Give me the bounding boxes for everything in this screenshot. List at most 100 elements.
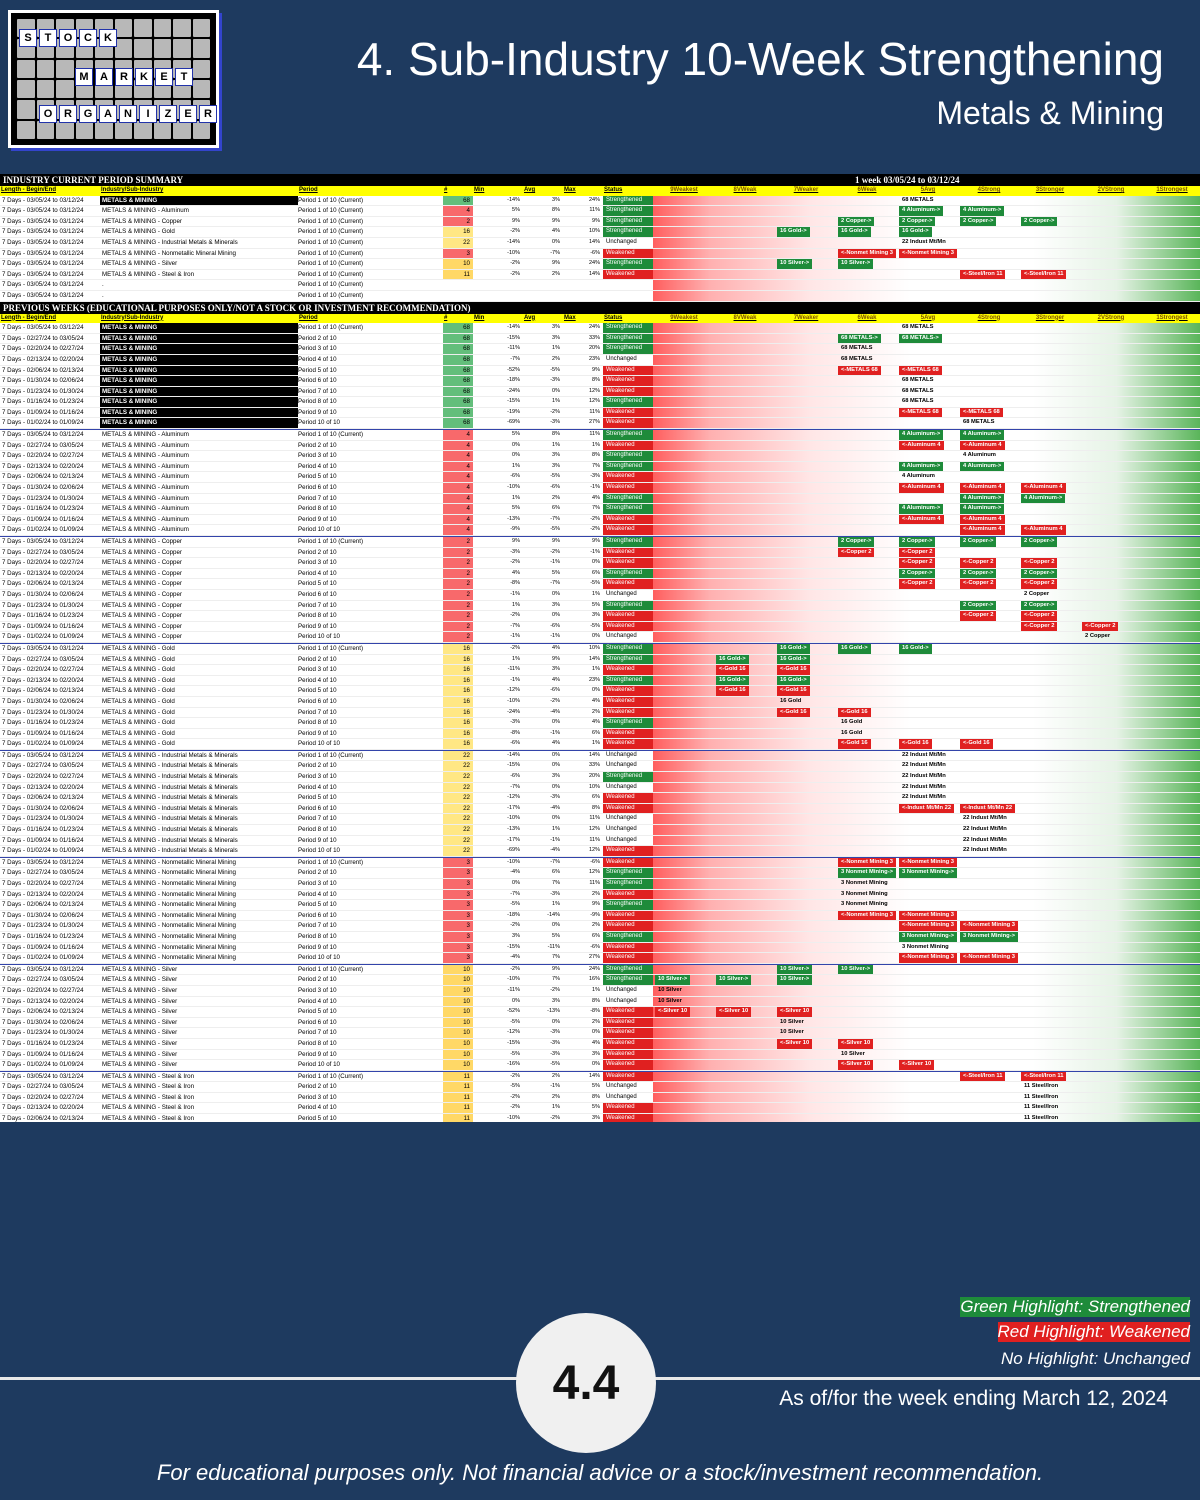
cell-length: 7 Days - 02/27/24 to 03/05/24 [2, 869, 84, 877]
grade-cell [1019, 366, 1080, 376]
table-row: 7 Days - 02/20/24 to 02/27/24 METALS & MI… [0, 1092, 1200, 1104]
cell-max: 12% [588, 387, 600, 394]
grade-cell: 22 Indust Mt/Mn [897, 783, 958, 793]
grade-cell [1019, 1007, 1080, 1017]
cell-period: Period 9 of 10 [298, 622, 337, 630]
grade-cell [653, 622, 714, 632]
cell-avg: 1% [552, 398, 560, 405]
grade-cell [1019, 376, 1080, 386]
cell-avg: 0% [552, 387, 560, 394]
cell-max: 6% [592, 729, 600, 736]
grade-cell [714, 751, 775, 761]
cell-avg: 3% [552, 773, 560, 780]
cell-status: Strengthened [603, 879, 653, 889]
logo-letter: R [59, 105, 77, 123]
table-row: 7 Days - 02/13/24 to 02/20/24 METALS & MI… [0, 568, 1200, 580]
cell-status: Weakened [603, 857, 653, 868]
cell-industry: METALS & MINING - Nonmetallic Mineral Mi… [102, 922, 236, 930]
cell-max: 5% [592, 1104, 600, 1111]
cell-status: Unchanged [603, 237, 653, 248]
cell-min: -2% [510, 644, 520, 651]
grade-cell [958, 1103, 1019, 1113]
grade-cell: 4 Aluminum-> [897, 206, 958, 216]
grade-cell [714, 846, 775, 856]
cell-length: 7 Days - 02/06/24 to 02/13/24 [2, 366, 84, 374]
cell-max: -6% [590, 943, 600, 950]
table-row: 7 Days - 01/02/24 to 01/09/24 METALS & MI… [0, 846, 1200, 857]
grade-cell [958, 665, 1019, 675]
cell-status: Unchanged [603, 750, 653, 761]
grade-label: 16 Gold-> [777, 675, 810, 686]
grade-cell [958, 344, 1019, 354]
cell-avg: 0% [552, 238, 560, 245]
cell-max: 14% [588, 751, 600, 758]
logo-tile [17, 100, 35, 119]
cell-max: -5% [590, 580, 600, 587]
cell-max: 3% [592, 612, 600, 619]
grade-cell [775, 291, 836, 301]
cell-period: Period 9 of 10 [298, 943, 337, 951]
grade-cell [653, 665, 714, 675]
grade-cell [1080, 494, 1141, 504]
grade-cell [775, 548, 836, 558]
cell-min: -10% [507, 1115, 520, 1122]
grade-cell [836, 515, 897, 525]
cell-length: 7 Days - 01/02/24 to 01/09/24 [2, 526, 84, 534]
table-row: 7 Days - 03/05/24 to 03/12/24 METALS & MI… [0, 537, 1200, 548]
cell-max: -2% [590, 526, 600, 533]
grade-cell [714, 911, 775, 921]
grade-cell [714, 1028, 775, 1038]
grade-cell [714, 1103, 775, 1113]
cell-status: Weakened [603, 707, 653, 718]
grade-cell [836, 1103, 897, 1113]
cell-status: Strengthened [603, 772, 653, 782]
cell-length: 7 Days - 03/05/24 to 03/12/24 [2, 228, 84, 236]
grade-cell [1019, 1039, 1080, 1049]
grade-cell [1141, 334, 1200, 344]
grade-cell [714, 772, 775, 782]
grade-cell [653, 344, 714, 354]
grade-label: 11 Steel/Iron [1024, 1104, 1059, 1111]
table-row: 7 Days - 01/23/24 to 01/30/24 METALS & MI… [0, 493, 1200, 505]
cell-length: 7 Days - 01/30/24 to 02/06/24 [2, 1018, 84, 1026]
grade-cell: <-Nonmet Mining 3 [836, 910, 897, 921]
cell-count: 10 [443, 1028, 473, 1038]
grade-cell: 4 Aluminum-> [958, 504, 1019, 514]
grade-cell: 2 Copper-> [1019, 568, 1080, 579]
grade-label: <-Gold 16 [777, 686, 810, 696]
grade-cell [836, 1082, 897, 1092]
grade-cell [1019, 879, 1080, 889]
cell-min: -2% [510, 1093, 520, 1100]
grade-cell [958, 1039, 1019, 1049]
cell-count: 16 [443, 665, 473, 675]
grade-cell [1141, 997, 1200, 1007]
grade-label: 4 Aluminum [902, 473, 935, 480]
cell-status: Weakened [603, 1071, 653, 1082]
grade-cell [714, 569, 775, 579]
grade-cell [1080, 376, 1141, 386]
grade-cell [958, 397, 1019, 407]
cell-count: 68 [443, 386, 473, 397]
grade-cell [897, 655, 958, 665]
cell-status: Strengthened [603, 568, 653, 579]
cell-status: Weakened [603, 621, 653, 632]
grade-cell [653, 751, 714, 761]
cell-period: Period 8 of 10 [298, 398, 337, 406]
cell-length: 7 Days - 01/30/24 to 02/06/24 [2, 377, 84, 385]
grade-cell [1080, 249, 1141, 259]
grade-cell [653, 397, 714, 407]
grade-cell [1019, 238, 1080, 248]
grade-cell [653, 611, 714, 621]
grade-cell [714, 515, 775, 525]
grade-cell [897, 879, 958, 889]
cell-status: Weakened [603, 921, 653, 931]
logo-letter: O [59, 29, 77, 47]
grade-cell [1019, 408, 1080, 418]
grade-label: <-Aluminum 4 [960, 440, 1005, 451]
table-row: 7 Days - 01/16/24 to 01/23/24 METALS & MI… [0, 718, 1200, 729]
cell-avg: 9% [552, 655, 560, 662]
cell-length: 7 Days - 03/05/24 to 03/12/24 [2, 858, 84, 866]
grade-cell [836, 761, 897, 771]
cell-industry: METALS & MINING - Silver [102, 1008, 178, 1016]
cell-period: Period 6 of 10 [298, 804, 337, 812]
